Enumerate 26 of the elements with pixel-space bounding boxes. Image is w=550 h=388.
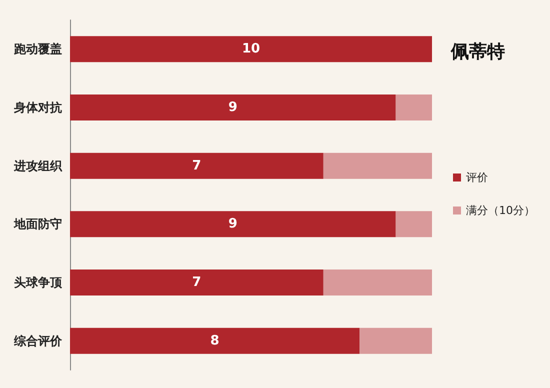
- bar: [70, 36, 432, 62]
- data-label: 10: [242, 42, 260, 57]
- y-tick-label: 跑动覆盖: [13, 42, 62, 56]
- data-label: 8: [210, 333, 220, 348]
- bar: [323, 152, 432, 179]
- y-tick-label: 综合评价: [13, 334, 63, 348]
- y-tick-label: 地面防守: [13, 217, 62, 232]
- bar: [70, 270, 324, 296]
- bar: [396, 94, 432, 120]
- bar: [70, 94, 396, 120]
- data-label: 9: [228, 100, 238, 115]
- data-label: 7: [192, 275, 202, 290]
- text: 佩蒂特: [450, 42, 505, 62]
- bar: [396, 211, 432, 238]
- data-label: 9: [228, 216, 238, 232]
- y-tick-label: 身体对抗: [13, 100, 62, 114]
- bar: [360, 328, 432, 354]
- y-tick-label: 进攻组织: [13, 158, 63, 173]
- bar: [70, 328, 360, 354]
- bar: [323, 270, 432, 296]
- data-label: 7: [192, 158, 202, 174]
- bar: [70, 152, 324, 179]
- y-tick-label: 头球争顶: [14, 276, 63, 290]
- legend-label: 满分（10分）: [466, 204, 535, 217]
- legend-label: 评价: [466, 171, 488, 184]
- bar: [70, 211, 396, 238]
